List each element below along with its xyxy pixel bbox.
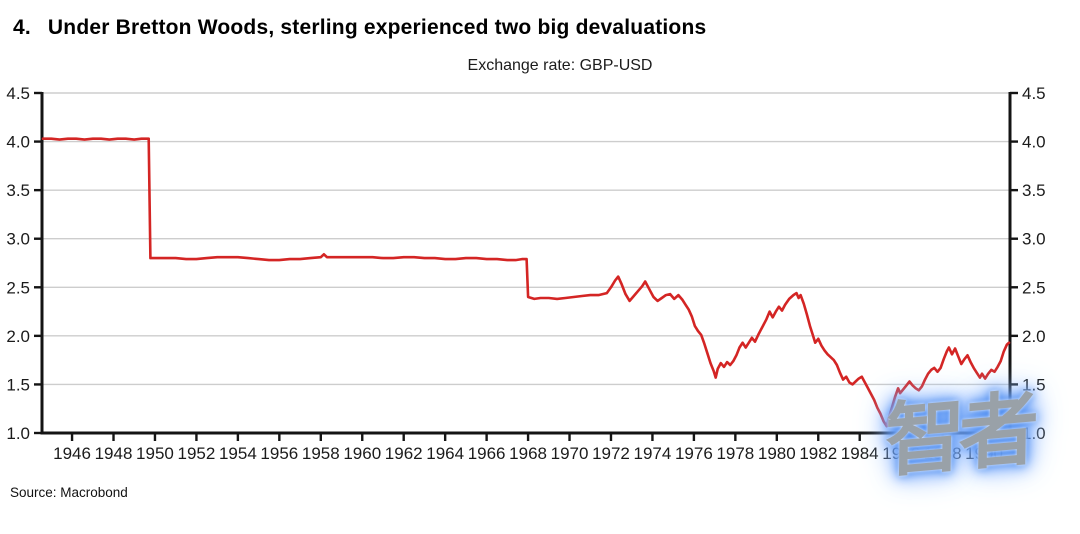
y-axis-label-right: 3.5: [1022, 181, 1046, 200]
y-axis-label-right: 1.0: [1022, 424, 1046, 443]
x-axis-label: 1988: [924, 444, 962, 463]
y-axis-label-left: 1.0: [6, 424, 30, 443]
x-axis-label: 1956: [260, 444, 298, 463]
y-axis-label-right: 1.5: [1022, 375, 1046, 394]
x-axis-label: 1948: [95, 444, 133, 463]
chart-subtitle: Exchange rate: GBP-USD: [467, 57, 653, 74]
x-axis-label: 1962: [385, 444, 423, 463]
y-axis-label-left: 2.5: [6, 278, 30, 297]
figure-number: 4.: [13, 16, 31, 39]
x-axis-label: 1974: [634, 444, 672, 463]
x-axis-label: 1950: [136, 444, 174, 463]
y-axis-label-left: 2.0: [6, 327, 30, 346]
y-axis-label-left: 4.5: [6, 84, 30, 103]
x-axis-label: 1972: [592, 444, 630, 463]
y-axis-label-left: 4.0: [6, 133, 30, 152]
x-axis-label: 1952: [178, 444, 216, 463]
x-axis-label: 1946: [53, 444, 91, 463]
y-axis-label-right: 2.5: [1022, 278, 1046, 297]
x-axis-label: 1990: [965, 444, 1003, 463]
figure-title-text: Under Bretton Woods, sterling experience…: [47, 16, 707, 39]
x-axis-label: 1954: [219, 444, 257, 463]
y-axis-label-right: 3.0: [1022, 230, 1046, 249]
x-axis-label: 1958: [302, 444, 340, 463]
y-axis-label-right: 2.0: [1022, 327, 1046, 346]
x-axis-label: 1968: [509, 444, 547, 463]
y-axis-label-left: 3.0: [6, 230, 30, 249]
source-label: Source: Macrobond: [10, 485, 128, 500]
x-axis-label: 1976: [675, 444, 713, 463]
x-axis-label: 1970: [551, 444, 589, 463]
x-axis-label: 1966: [468, 444, 506, 463]
x-axis-label: 1960: [343, 444, 381, 463]
x-axis-label: 1986: [882, 444, 920, 463]
gbpusd-line: [41, 137, 1011, 428]
y-axis-label-left: 3.5: [6, 181, 30, 200]
x-axis-label: 1980: [758, 444, 796, 463]
x-axis-label: 1982: [799, 444, 837, 463]
y-axis-label-left: 1.5: [6, 375, 30, 394]
x-axis-label: 1964: [426, 444, 464, 463]
y-axis-label-right: 4.5: [1022, 84, 1046, 103]
figure-title: 4. Under Bretton Woods, sterling experien…: [13, 16, 706, 40]
y-axis-label-right: 4.0: [1022, 133, 1046, 152]
x-axis-label: 1978: [716, 444, 754, 463]
x-axis-label: 1984: [841, 444, 879, 463]
